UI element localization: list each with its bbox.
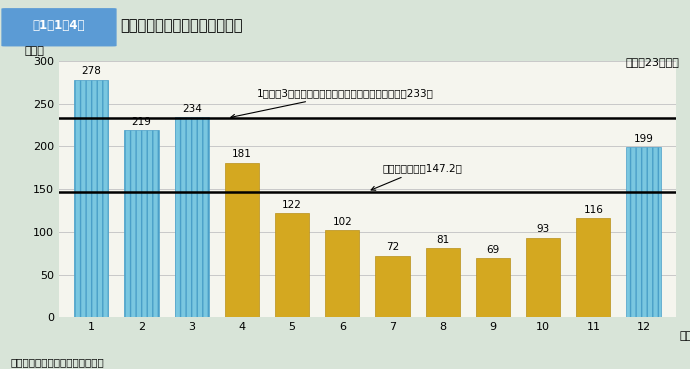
Text: 72: 72	[386, 242, 399, 252]
Text: 、1－1－4図: 、1－1－4図	[32, 19, 85, 32]
Bar	[627, 147, 660, 317]
Text: 199: 199	[633, 134, 653, 144]
Bar	[576, 218, 611, 317]
FancyBboxPatch shape	[2, 9, 116, 46]
Bar	[426, 248, 460, 317]
Text: （月）: （月）	[679, 331, 690, 341]
Text: 93: 93	[537, 224, 550, 234]
Text: 116: 116	[584, 205, 603, 215]
Bar	[225, 163, 259, 317]
Bar	[75, 80, 108, 317]
Bar	[124, 130, 159, 317]
Bar	[375, 256, 410, 317]
Text: 年間の月平均：147.2人: 年間の月平均：147.2人	[371, 163, 462, 190]
Text: 278: 278	[81, 66, 101, 76]
Bar	[476, 258, 510, 317]
Text: 102: 102	[333, 217, 352, 227]
Text: 81: 81	[436, 235, 449, 245]
Text: 69: 69	[486, 245, 500, 255]
Text: 122: 122	[282, 200, 302, 210]
Text: 1月から3月及び２２月の火災による死者数の平均：233人: 1月から3月及び２２月の火災による死者数の平均：233人	[230, 88, 434, 118]
Bar	[275, 213, 309, 317]
Text: 181: 181	[232, 149, 252, 159]
Text: 219: 219	[132, 117, 151, 127]
Text: 月別の火災による死者発生状況: 月別の火災による死者発生状況	[121, 18, 244, 33]
Text: （備考）「火災報告」により作成: （備考）「火災報告」により作成	[10, 357, 104, 367]
Bar	[526, 238, 560, 317]
Text: （人）: （人）	[25, 46, 45, 56]
Text: （平成23年中）: （平成23年中）	[626, 57, 680, 67]
Text: 234: 234	[181, 104, 201, 114]
Bar	[175, 117, 209, 317]
Bar	[325, 230, 359, 317]
